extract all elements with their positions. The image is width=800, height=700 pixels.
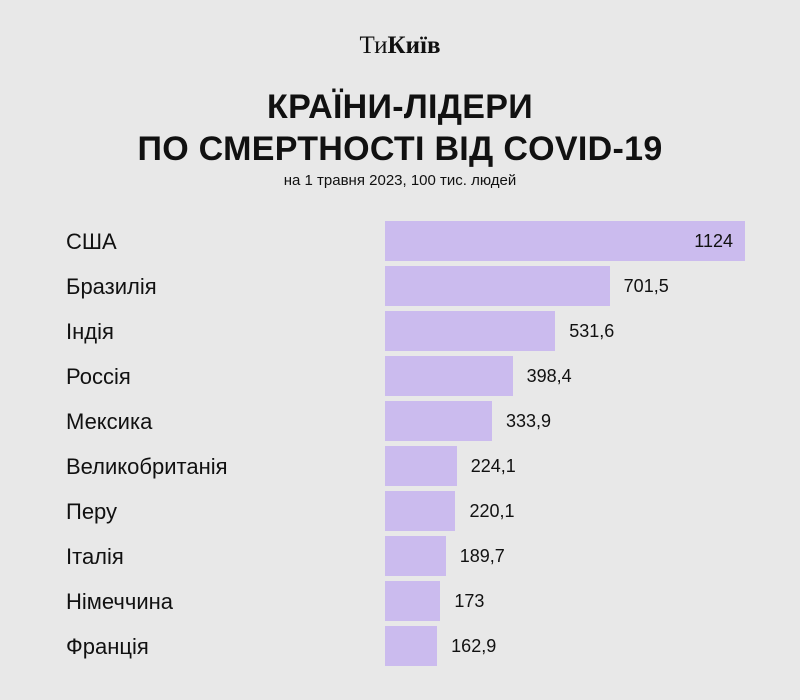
bar	[385, 536, 446, 576]
category-label: США	[66, 229, 117, 254]
bar-row: Перу 220,1	[0, 491, 800, 531]
category-label: Бразилія	[66, 274, 157, 299]
brand-part-1: Ти	[359, 32, 388, 59]
bar	[385, 401, 492, 441]
category-label: Перу	[66, 499, 118, 524]
value-label: 333,9	[505, 411, 551, 431]
value-label: 531,6	[569, 321, 615, 341]
bar-row: Россія 398,4	[0, 356, 800, 396]
value-label: 173	[454, 591, 485, 611]
value-label: 701,5	[623, 276, 669, 296]
category-label: Німеччина	[66, 589, 174, 614]
value-label: 224,1	[470, 456, 516, 476]
bar-row: Франція 162,9	[0, 626, 800, 666]
value-label: 1124	[694, 231, 733, 251]
title-line-2: ПО СМЕРТНОСТІ ВІД COVID-19	[137, 130, 663, 168]
bar-row: США 1124	[0, 221, 800, 261]
bar	[385, 356, 513, 396]
title-line-1: КРАЇНИ-ЛІДЕРИ	[267, 88, 533, 126]
bar	[385, 581, 441, 621]
bar-row: Німеччина 173	[0, 581, 800, 621]
category-label: Індія	[66, 319, 114, 344]
bar	[385, 626, 438, 666]
value-label: 398,4	[526, 366, 572, 386]
chart-subtitle: на 1 травня 2023, 100 тис. людей	[283, 172, 517, 189]
chart-title: КРАЇНИ-ЛІДЕРИ ПО СМЕРТНОСТІ ВІД COVID-19	[0, 86, 800, 170]
bar-row: Великобританія 224,1	[0, 446, 800, 486]
bar-row: Бразилія 701,5	[0, 266, 800, 306]
bar-row: Мексика 333,9	[0, 401, 800, 441]
brand-part-2: Київ	[387, 32, 441, 59]
value-label: 220,1	[469, 501, 515, 521]
category-label: Італія	[66, 544, 124, 569]
bar	[385, 446, 457, 486]
category-label: Франція	[66, 634, 149, 659]
bar	[385, 221, 745, 261]
category-label: Россія	[66, 364, 131, 389]
bar	[385, 311, 556, 351]
value-label: 189,7	[459, 546, 505, 566]
bar-row: Індія 531,6	[0, 311, 800, 351]
category-label: Великобританія	[66, 454, 228, 479]
bar	[385, 266, 610, 306]
brand-logo: ТиКиїв	[0, 32, 800, 60]
value-label: 162,9	[451, 636, 497, 656]
category-label: Мексика	[66, 409, 153, 434]
bar	[385, 491, 456, 531]
bar-row: Італія 189,7	[0, 536, 800, 576]
